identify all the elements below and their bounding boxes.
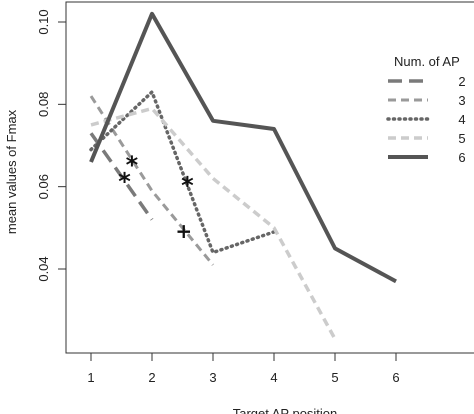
y-tick-label: 0.10: [36, 9, 51, 34]
series-line-5: [90, 106, 337, 340]
asterisk-marker: *: [118, 167, 131, 195]
series-line-4: [89, 90, 276, 255]
y-tick-label: 0.08: [36, 92, 51, 117]
x-axis: 1 2 3 4 5 6: [87, 353, 400, 385]
x-tick-label: 1: [87, 370, 94, 385]
legend-label-6: 6: [458, 150, 465, 165]
y-axis-title: mean values of Fmax: [4, 109, 19, 234]
x-tick-label: 6: [392, 370, 399, 385]
series-layer: [89, 11, 397, 340]
legend-label-4: 4: [458, 112, 465, 127]
y-tick-label: 0.06: [36, 174, 51, 199]
series-line-2: [89, 132, 154, 221]
x-tick-label: 5: [331, 370, 338, 385]
legend-label-3: 3: [458, 93, 465, 108]
x-tick-label: 3: [209, 370, 216, 385]
y-axis: 0.04 0.06 0.08 0.10: [36, 9, 67, 282]
x-tick-label: 4: [270, 370, 277, 385]
legend-label-2: 2: [458, 74, 465, 89]
legend-title: Num. of AP: [394, 54, 460, 69]
asterisk-marker: *: [126, 151, 139, 179]
legend-label-5: 5: [458, 131, 465, 146]
plus-marker: +: [175, 219, 192, 243]
marker-layer: ***+: [118, 151, 194, 243]
series-line-6: [89, 11, 397, 284]
asterisk-marker: *: [181, 172, 194, 200]
series-line-3: [89, 95, 215, 266]
x-axis-title: Target AP position: [233, 406, 338, 414]
x-tick-label: 2: [148, 370, 155, 385]
y-tick-label: 0.04: [36, 256, 51, 281]
legend: Num. of AP 2 3 4 5 6: [380, 44, 474, 194]
